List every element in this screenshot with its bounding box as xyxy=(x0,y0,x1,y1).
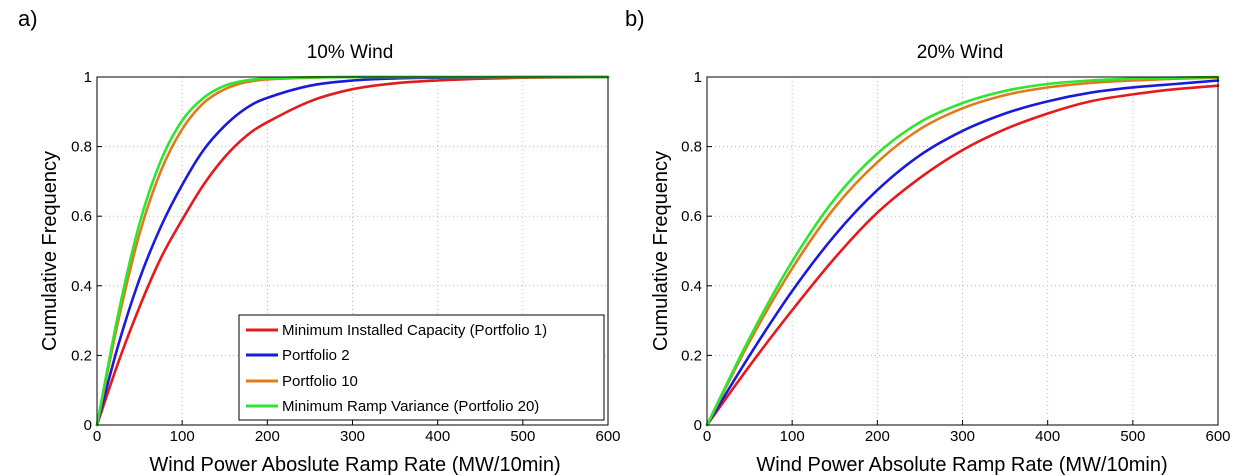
panel-b-label: b) xyxy=(625,6,645,31)
panel-b-ytick-label-0.8: 0.8 xyxy=(681,139,702,156)
panel-a-xticks: 0 100 200 300 400 500 600 xyxy=(93,420,621,445)
legend-label-portfolio-20: Minimum Ramp Variance (Portfolio 20) xyxy=(282,398,539,415)
legend-label-portfolio-10: Portfolio 10 xyxy=(282,373,358,390)
panel-b-xtick-label-100: 100 xyxy=(780,428,805,445)
panel-b-x-axis-label: Wind Power Absolute Ramp Rate (MW/10min) xyxy=(756,454,1167,476)
panel-b-ytick-label-0.2: 0.2 xyxy=(681,347,702,364)
panel-b-series-line-portfolio-2 xyxy=(705,79,1220,427)
panel-b-series-line-portfolio-10 xyxy=(705,76,1220,427)
panel-a-xtick-label-0: 0 xyxy=(93,428,101,445)
panel-a-ytick-label-0.6: 0.6 xyxy=(71,208,92,225)
panel-b-ytick-label-0.6: 0.6 xyxy=(681,208,702,225)
legend-item-portfolio-10: Portfolio 10 xyxy=(246,373,358,390)
legend-item-portfolio-20: Minimum Ramp Variance (Portfolio 20) xyxy=(246,398,539,415)
legend-label-portfolio-2: Portfolio 2 xyxy=(282,347,350,364)
panel-b-xticks: 0 100 200 300 400 500 600 xyxy=(703,420,1231,445)
panel-b-ytick-label-1: 1 xyxy=(694,69,702,86)
panel-b-series-line-minimum-ramp-variance-portfolio-20 xyxy=(705,75,1220,427)
panel-a: a) 10% Wind 0 100 200 300 400 500 600 00.20.40… xyxy=(18,6,621,476)
panel-b-series xyxy=(705,75,1220,427)
panel-a-xtick-label-300: 300 xyxy=(340,428,365,445)
legend-box xyxy=(238,314,605,421)
panel-a-label: a) xyxy=(18,6,38,31)
panel-b-xtick-label-400: 400 xyxy=(1035,428,1060,445)
panel-b-yticks: 0 0.2 0.4 0.6 0.8 1 xyxy=(681,69,712,434)
panel-a-ytick-label-0.4: 0.4 xyxy=(71,278,92,295)
panel-a-y-axis-label: Cumulative Frequency xyxy=(39,151,61,351)
panel-b-ytick-label-0: 0 xyxy=(694,417,702,434)
panel-b-y-axis-label: Cumulative Frequency xyxy=(650,151,672,351)
panel-a-title: 10% Wind xyxy=(307,42,394,63)
panel-a-xtick-label-500: 500 xyxy=(510,428,535,445)
legend-item-portfolio-2: Portfolio 2 xyxy=(246,347,350,364)
panel-b-series-line-minimum-installed-capacity-portfolio-1 xyxy=(705,84,1220,427)
panel-b-title: 20% Wind xyxy=(917,42,1004,63)
panel-a-xtick-label-200: 200 xyxy=(255,428,280,445)
panel-b: b) 20% Wind 0 100 200 300 400 500 600 00.20.40… xyxy=(625,6,1231,476)
panel-a-ytick-label-1: 1 xyxy=(84,69,92,86)
panel-b-ytick-label-0.4: 0.4 xyxy=(681,278,702,295)
panel-a-xtick-label-600: 600 xyxy=(595,428,620,445)
panel-a-yticks: 0 0.2 0.4 0.6 0.8 1 xyxy=(71,69,102,434)
panel-b-xtick-label-300: 300 xyxy=(950,428,975,445)
panel-a-x-axis-label: Wind Power Aboslute Ramp Rate (MW/10min) xyxy=(149,454,560,476)
panel-a-ytick-label-0: 0 xyxy=(84,417,92,434)
panel-b-xtick-label-200: 200 xyxy=(865,428,890,445)
legend-item-portfolio-1: Minimum Installed Capacity (Portfolio 1) xyxy=(246,322,547,339)
panel-a-xtick-label-100: 100 xyxy=(170,428,195,445)
panel-b-grid xyxy=(707,77,1218,425)
panel-b-xtick-label-500: 500 xyxy=(1120,428,1145,445)
legend: Minimum Installed Capacity (Portfolio 1)… xyxy=(238,314,605,421)
legend-label-portfolio-1: Minimum Installed Capacity (Portfolio 1) xyxy=(282,322,547,339)
panel-b-xtick-label-0: 0 xyxy=(703,428,711,445)
panel-a-ytick-label-0.8: 0.8 xyxy=(71,139,92,156)
panel-a-xtick-label-400: 400 xyxy=(425,428,450,445)
panel-a-ytick-label-0.2: 0.2 xyxy=(71,347,92,364)
panel-b-xtick-label-600: 600 xyxy=(1205,428,1230,445)
